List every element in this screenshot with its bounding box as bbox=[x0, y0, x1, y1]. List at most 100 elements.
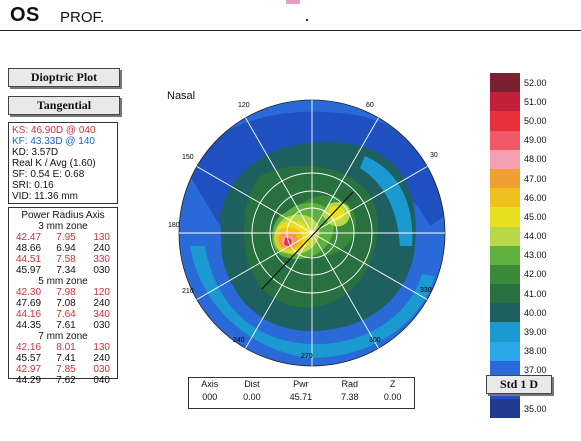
scale-swatch bbox=[490, 111, 520, 131]
scale-entry: 42.00 bbox=[490, 264, 552, 285]
scale-swatch bbox=[490, 226, 520, 246]
scale-value-label: 39.00 bbox=[524, 327, 547, 338]
scale-value-label: 44.00 bbox=[524, 231, 547, 242]
angle-label-210: 210 bbox=[182, 288, 194, 295]
scale-entry: 52.00 bbox=[490, 73, 552, 93]
scale-value-label: 38.00 bbox=[524, 346, 547, 357]
cursor-readout-table: Axis Dist Pwr Rad Z 000 0.00 45.71 7.38 0.00 bbox=[188, 377, 415, 409]
radius-value: 8.01 bbox=[56, 342, 76, 353]
scale-entry: 51.00 bbox=[490, 92, 552, 112]
scale-entry: 38.00 bbox=[490, 341, 552, 361]
eye-label: OS bbox=[10, 4, 40, 26]
axis-value: 330 bbox=[93, 254, 110, 265]
readout-value: 45.71 bbox=[289, 392, 313, 402]
top-marker bbox=[286, 0, 300, 4]
power-value: 44.29 bbox=[16, 375, 42, 386]
scale-value-label: 50.00 bbox=[524, 115, 547, 126]
nasal-label: Nasal bbox=[167, 90, 196, 102]
axis-value: 040 bbox=[93, 375, 110, 386]
dioptric-plot-button[interactable]: Dioptric Plot bbox=[8, 68, 120, 87]
scale-value-label: 51.00 bbox=[524, 96, 547, 107]
axis-value: 240 bbox=[93, 243, 110, 254]
zone-data-row: 48.66 6.94 240 bbox=[12, 243, 114, 254]
scale-swatch bbox=[490, 303, 520, 323]
axis-value: 120 bbox=[93, 287, 110, 298]
scale-swatch bbox=[490, 73, 520, 93]
scale-entry: 41.00 bbox=[490, 284, 552, 304]
scale-swatch bbox=[490, 245, 520, 265]
scale-entry: 40.00 bbox=[490, 303, 552, 323]
readout-header-row: Axis Dist Pwr Rad Z bbox=[189, 378, 414, 391]
zone-data-row: 45.57 7.41 240 bbox=[12, 353, 114, 364]
zone-data-row: 42.30 7.98 120 bbox=[12, 287, 114, 298]
map-color-zones bbox=[179, 100, 445, 366]
scale-swatch bbox=[490, 284, 520, 304]
zone-label: 7 mm zone bbox=[38, 331, 88, 342]
scale-swatch bbox=[490, 264, 520, 285]
scale-value-label: 43.00 bbox=[524, 250, 547, 261]
kf-value: KF: 43.33D @ 140 bbox=[12, 136, 95, 147]
scale-swatch bbox=[490, 188, 520, 208]
scale-value-label: 49.00 bbox=[524, 135, 547, 146]
scale-value-label: 37.00 bbox=[524, 365, 547, 376]
readout-header: Rad bbox=[341, 379, 359, 389]
map-meridian-lines bbox=[179, 100, 445, 366]
scale-swatch bbox=[490, 130, 520, 150]
angle-label-300: 300 bbox=[369, 337, 381, 344]
scale-swatch bbox=[490, 341, 520, 361]
axis-value: 130 bbox=[93, 232, 110, 243]
radius-value: 7.62 bbox=[56, 375, 76, 386]
angle-label-240: 240 bbox=[233, 337, 245, 344]
header-divider bbox=[0, 30, 581, 31]
zone-data-row: 45.97 7.34 030 bbox=[12, 265, 114, 276]
scale-value-label: 47.00 bbox=[524, 173, 547, 184]
power-value: 42.47 bbox=[16, 232, 42, 243]
scale-swatch bbox=[490, 168, 520, 189]
scale-entry: 35.00 bbox=[490, 399, 552, 419]
scale-entry: 47.00 bbox=[490, 168, 552, 189]
scale-value-label: 35.00 bbox=[524, 403, 547, 414]
zone-data-row: 42.47 7.95 130 bbox=[12, 232, 114, 243]
power-value: 42.30 bbox=[16, 287, 42, 298]
angle-label-330: 330 bbox=[420, 287, 432, 294]
tangential-button[interactable]: Tangential bbox=[8, 96, 120, 115]
vid-value: VID: 11.36 mm bbox=[12, 191, 78, 202]
scale-value-label: 40.00 bbox=[524, 307, 547, 318]
angle-label-60: 60 bbox=[366, 102, 374, 109]
scale-value-label: 42.00 bbox=[524, 269, 547, 280]
readout-value-row: 000 0.00 45.71 7.38 0.00 bbox=[189, 391, 414, 404]
scale-entry: 48.00 bbox=[490, 149, 552, 169]
ks-value: KS: 46.90D @ 040 bbox=[12, 125, 96, 136]
readout-header: Pwr bbox=[293, 379, 309, 389]
readout-value: 7.38 bbox=[340, 392, 359, 402]
axis-value: 030 bbox=[93, 265, 110, 276]
sf-e-value: SF: 0.54 E: 0.68 bbox=[12, 169, 85, 180]
color-scale-legend: 52.00 51.00 50.00 49.00 48.00 47.00 46.00 45.00… bbox=[490, 73, 552, 419]
power-value: 42.16 bbox=[16, 342, 42, 353]
power-value: 44.51 bbox=[16, 254, 42, 265]
angle-label-270: 270 bbox=[301, 353, 313, 360]
scale-entry: 50.00 bbox=[490, 111, 552, 131]
readout-value: 0.00 bbox=[243, 392, 261, 402]
scale-swatch bbox=[490, 207, 520, 227]
zone-data-row: 44.29 7.62 040 bbox=[12, 375, 114, 386]
real-k-value: Real K / Avg (1.60) bbox=[12, 158, 96, 169]
zone-data-row: 44.16 7.64 340 bbox=[12, 309, 114, 320]
scale-entry: 45.00 bbox=[490, 207, 552, 227]
power-value: 45.57 bbox=[16, 353, 42, 364]
zone-data-row: 47.69 7.08 240 bbox=[12, 298, 114, 309]
angle-label-150: 150 bbox=[182, 154, 194, 161]
std-1d-button[interactable]: Std 1 D bbox=[486, 375, 552, 394]
corneal-topography-map[interactable]: 30 60 120 150 180 210 240 270 300 330 bbox=[160, 96, 480, 368]
axis-value: 030 bbox=[93, 320, 110, 331]
radius-value: 7.08 bbox=[56, 298, 76, 309]
zone-list: 3 mm zone 42.47 7.95 130 48.66 6.94 240 44.51 7.… bbox=[12, 221, 114, 386]
radius-value: 7.34 bbox=[56, 265, 76, 276]
scale-value-label: 45.00 bbox=[524, 211, 547, 222]
power-panel-title: Power Radius Axis bbox=[21, 210, 105, 221]
power-value: 44.35 bbox=[16, 320, 42, 331]
readout-header: Z bbox=[389, 379, 396, 389]
axis-value: 340 bbox=[93, 309, 110, 320]
radius-value: 7.61 bbox=[56, 320, 76, 331]
scale-swatch bbox=[490, 92, 520, 112]
